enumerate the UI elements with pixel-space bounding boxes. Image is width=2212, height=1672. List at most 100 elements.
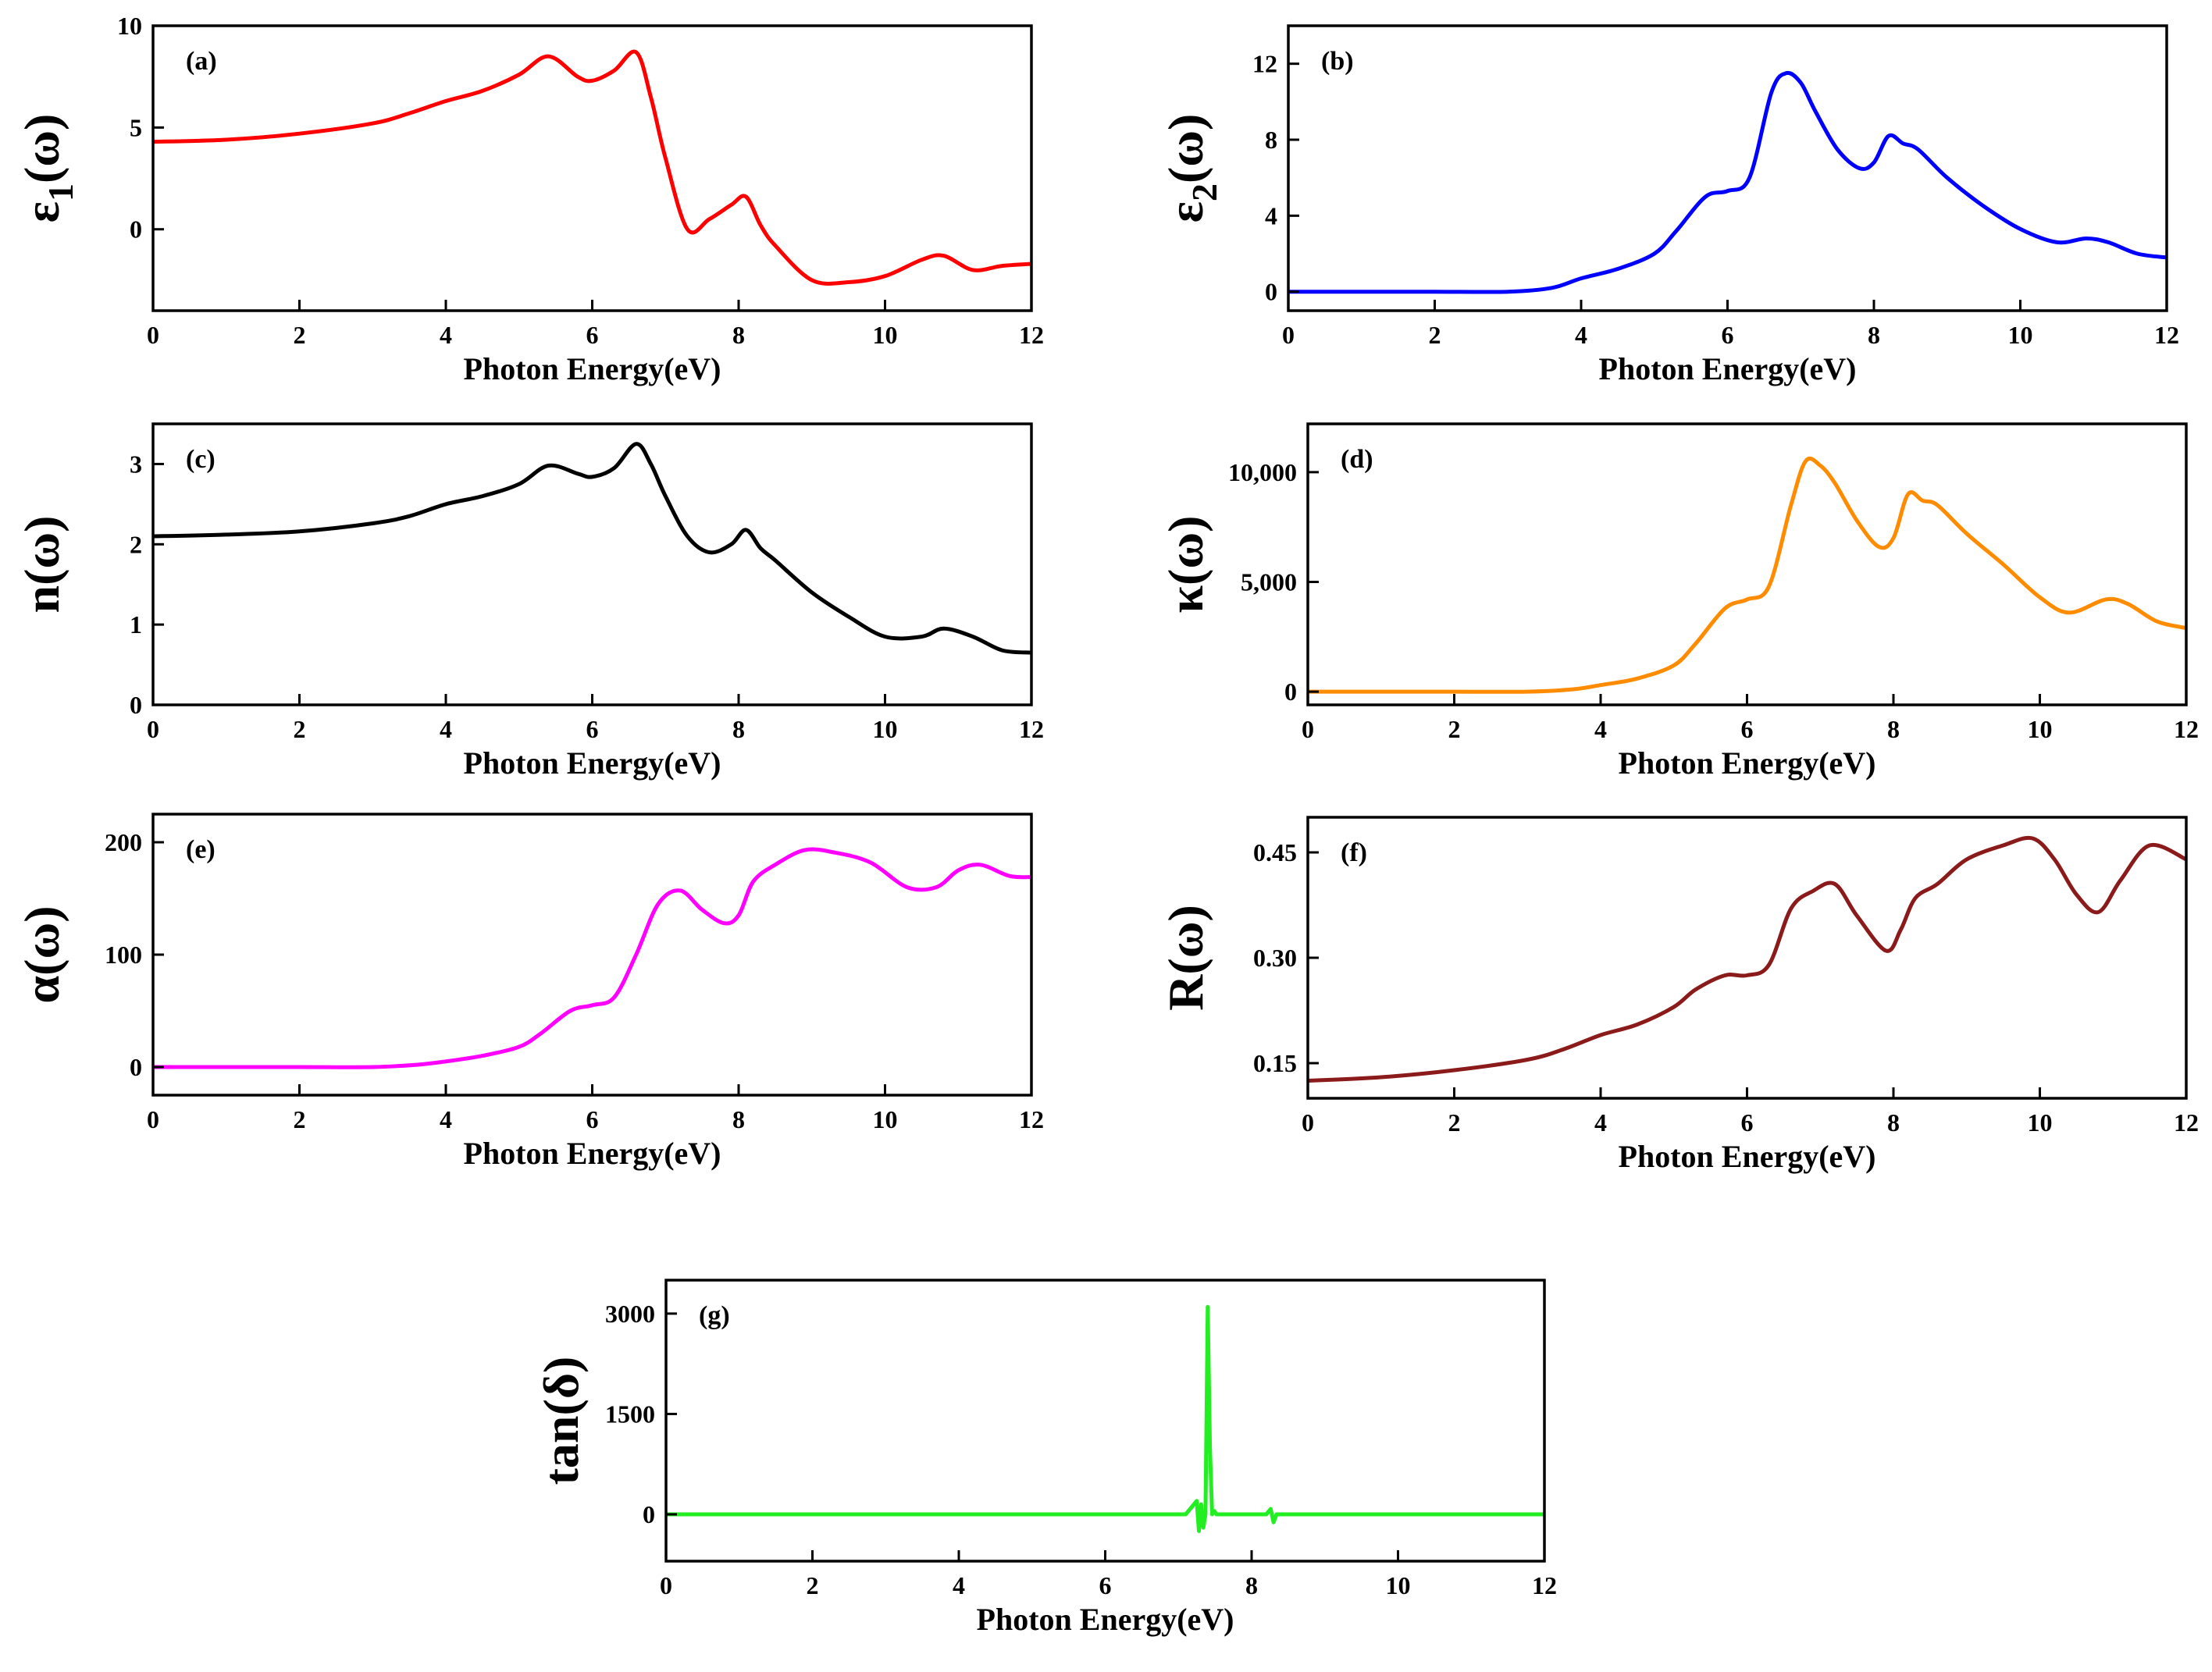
x-tick-label-g: 4 — [953, 1571, 965, 1599]
y-tick-label-g: 0 — [643, 1500, 655, 1528]
x-tick-label-b: 10 — [2008, 321, 2033, 349]
y-axis-label-a: ε1(ω) — [14, 114, 80, 223]
x-tick-label-d: 2 — [1448, 715, 1461, 743]
y-tick-label-g: 1500 — [605, 1400, 655, 1428]
y-tick-label-e: 0 — [130, 1053, 142, 1081]
y-tick-label-b: 8 — [1265, 126, 1277, 154]
panel-a: 0 2 4 6 8 10 12 0 5 10 (a) Photon Energy(eV) ε1(ω) — [14, 12, 1044, 386]
x-tick-label-f: 12 — [2174, 1108, 2199, 1137]
panel-tag-g: (g) — [699, 1301, 730, 1330]
y-tick-label-f: 0.30 — [1253, 944, 1297, 972]
x-tick-label-c: 2 — [294, 715, 306, 743]
x-axis-label-c: Photon Energy(eV) — [464, 745, 721, 781]
panel-d: 0 2 4 6 8 10 12 0 5,000 10,000 (d) Photon Energy(eV… — [1158, 422, 2199, 781]
x-axis-label-b: Photon Energy(eV) — [1599, 351, 1857, 386]
series-line-g — [666, 1304, 1544, 1533]
x-tick-label-c: 10 — [873, 715, 898, 743]
x-tick-label-b: 2 — [1429, 321, 1441, 349]
panel-tag-b: (b) — [1321, 47, 1354, 76]
y-tick-label-c: 0 — [130, 691, 142, 719]
y-axis-label-b: ε2(ω) — [1158, 114, 1224, 223]
panel-b: 0 2 4 6 8 10 12 0 4 8 12 (b) Photon Energy(eV) ε2(ω) — [1158, 24, 2179, 386]
x-tick-label-d: 4 — [1594, 715, 1607, 743]
panel-tag-f: (f) — [1341, 838, 1367, 867]
y-tick-label-c: 2 — [130, 530, 142, 558]
x-axis-label-g: Photon Energy(eV) — [977, 1602, 1234, 1637]
x-tick-label-a: 6 — [586, 321, 599, 349]
y-tick-label-e: 200 — [105, 828, 142, 856]
series-line-a — [153, 49, 1031, 286]
x-tick-label-d: 8 — [1887, 715, 1900, 743]
x-tick-label-a: 2 — [294, 321, 306, 349]
x-tick-label-e: 10 — [873, 1105, 898, 1133]
x-tick-label-a: 4 — [440, 321, 452, 349]
y-tick-label-b: 0 — [1265, 278, 1277, 306]
y-tick-label-a: 5 — [130, 113, 142, 141]
x-axis-label-f: Photon Energy(eV) — [1619, 1139, 1876, 1174]
x-tick-label-c: 8 — [732, 715, 745, 743]
x-tick-label-f: 8 — [1887, 1108, 1900, 1137]
series-line-d — [1308, 456, 2186, 694]
x-tick-label-c: 6 — [586, 715, 599, 743]
y-tick-label-d: 0 — [1284, 678, 1297, 706]
series-line-e — [153, 847, 1031, 1069]
y-axis-label-c: n(ω) — [14, 516, 69, 614]
x-tick-label-d: 10 — [2028, 715, 2053, 743]
panel-tag-d: (d) — [1341, 445, 1373, 474]
x-tick-label-f: 0 — [1302, 1108, 1314, 1137]
y-tick-label-e: 100 — [105, 941, 142, 969]
x-tick-label-e: 6 — [586, 1105, 599, 1133]
x-axis-label-e: Photon Energy(eV) — [464, 1136, 721, 1171]
plot-frame-d — [1306, 422, 2188, 706]
x-tick-label-b: 6 — [1722, 321, 1734, 349]
x-tick-label-g: 10 — [1386, 1571, 1411, 1599]
x-tick-label-g: 6 — [1099, 1571, 1112, 1599]
y-tick-label-d: 5,000 — [1241, 568, 1297, 596]
x-tick-label-c: 12 — [1019, 715, 1044, 743]
series-line-c — [153, 442, 1031, 655]
x-tick-label-a: 0 — [147, 321, 159, 349]
plot-frame-c — [151, 422, 1033, 706]
y-tick-label-a: 10 — [117, 12, 142, 40]
x-axis-label-a: Photon Energy(eV) — [464, 351, 721, 386]
panel-e: 0 2 4 6 8 10 12 0 100 200 (e) Photon Energy(eV) α(ω) — [14, 813, 1044, 1171]
x-tick-label-a: 12 — [1019, 321, 1044, 349]
x-tick-label-c: 4 — [440, 715, 452, 743]
x-tick-label-f: 6 — [1741, 1108, 1754, 1137]
y-tick-label-g: 3000 — [605, 1300, 655, 1328]
panel-tag-c: (c) — [186, 445, 216, 474]
x-tick-label-g: 12 — [1532, 1571, 1557, 1599]
panel-tag-e: (e) — [186, 835, 216, 864]
plot-frame-g — [664, 1279, 1546, 1563]
x-tick-label-f: 2 — [1448, 1108, 1461, 1137]
y-tick-label-c: 3 — [130, 450, 142, 478]
panel-f: 0 2 4 6 8 10 12 0.15 0.30 0.45 (f) Photon Energy(eV… — [1158, 816, 2199, 1174]
x-tick-label-e: 2 — [294, 1105, 306, 1133]
plot-frame-e — [151, 813, 1033, 1097]
x-tick-label-d: 12 — [2174, 715, 2199, 743]
y-axis-label-g: tan(δ) — [533, 1357, 589, 1485]
x-tick-label-a: 8 — [732, 321, 745, 349]
x-tick-label-g: 2 — [807, 1571, 819, 1599]
plot-frame-b — [1287, 24, 2168, 312]
x-tick-label-b: 8 — [1868, 321, 1880, 349]
y-tick-label-b: 4 — [1265, 201, 1277, 229]
x-tick-label-b: 12 — [2154, 321, 2179, 349]
y-tick-label-b: 12 — [1252, 50, 1277, 78]
x-tick-label-a: 10 — [873, 321, 898, 349]
x-tick-label-d: 0 — [1302, 715, 1314, 743]
y-axis-label-f: R(ω) — [1158, 905, 1213, 1011]
y-tick-label-d: 10,000 — [1228, 458, 1297, 486]
y-axis-label-d: κ(ω) — [1158, 516, 1213, 614]
y-tick-label-f: 0.15 — [1253, 1049, 1297, 1077]
y-tick-label-c: 1 — [130, 610, 142, 639]
x-tick-label-f: 10 — [2028, 1108, 2053, 1137]
x-tick-label-d: 6 — [1741, 715, 1754, 743]
x-tick-label-b: 4 — [1575, 321, 1587, 349]
y-tick-label-a: 0 — [130, 215, 142, 244]
x-tick-label-g: 0 — [660, 1571, 672, 1599]
panel-tag-a: (a) — [186, 47, 217, 76]
x-tick-label-e: 4 — [440, 1105, 452, 1133]
